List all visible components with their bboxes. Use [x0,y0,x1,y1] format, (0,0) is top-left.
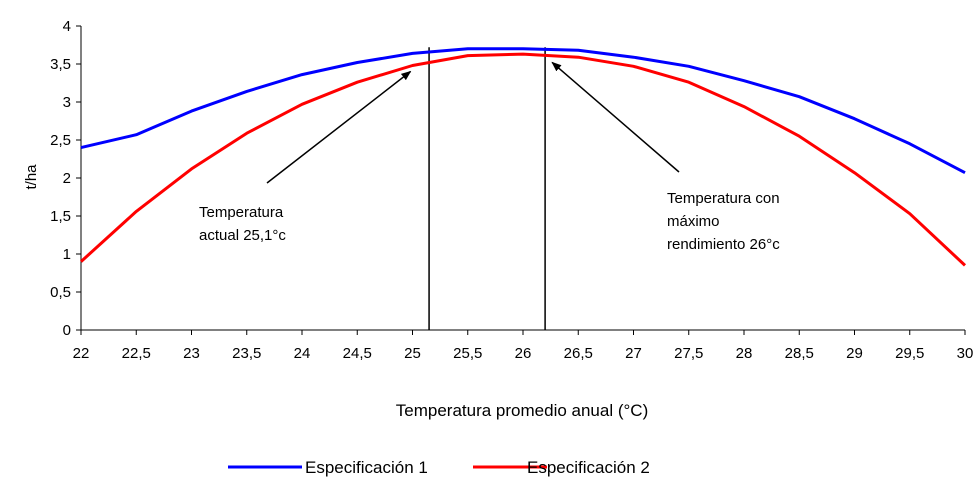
series-line-1 [80,47,966,175]
x-tick-label: 28 [736,345,753,362]
annotation-arrow [266,70,412,184]
annotation-text: Temperatura con [667,190,780,207]
x-tick-label: 24 [294,345,311,362]
y-tick-label: 4 [63,18,71,35]
annotation-text: rendimiento 26°c [667,236,780,253]
y-tick-label: 3,5 [50,56,71,73]
series-lines [79,47,967,267]
y-tick-label: 0 [63,322,71,339]
annotation-text: Temperatura [199,204,284,221]
legend-label: Especificación 2 [527,458,650,477]
x-tick-label: 27 [625,345,642,362]
annotation-text: actual 25,1°c [199,227,286,244]
x-tick-label: 29,5 [895,345,924,362]
x-tick-label: 30 [957,345,974,362]
marker-lines [428,47,546,330]
y-tick-label: 1 [63,246,71,263]
x-tick-label: 27,5 [674,345,703,362]
x-tick-label: 26,5 [564,345,593,362]
x-tick-label: 22 [73,345,90,362]
x-tick-label: 25 [404,345,421,362]
series-line-2 [79,52,967,267]
annotation-text: máximo [667,213,720,230]
annotations: Temperatura actual 25,1°c Temperatura con m… [199,61,780,253]
y-tick-label: 2 [63,170,71,187]
x-axis-label: Temperatura promedio anual (°C) [396,401,648,420]
x-tick-label: 22,5 [122,345,151,362]
x-tick-label: 26 [515,345,532,362]
x-tick-label: 24,5 [343,345,372,362]
x-tick-label: 28,5 [785,345,814,362]
y-tick-label: 1,5 [50,208,71,225]
annotation-arrow [551,61,680,173]
x-tick-label: 23,5 [232,345,261,362]
x-tick-label: 23 [183,345,200,362]
y-tick-label: 2,5 [50,132,71,149]
legend-label: Especificación 1 [305,458,428,477]
y-tick-label: 3 [63,94,71,111]
x-tick-label: 29 [846,345,863,362]
x-tick-label: 25,5 [453,345,482,362]
y-axis-label: t/ha [23,164,40,190]
legend: Especificación 1 Especificación 2 [228,458,650,477]
y-tick-label: 0,5 [50,284,71,301]
